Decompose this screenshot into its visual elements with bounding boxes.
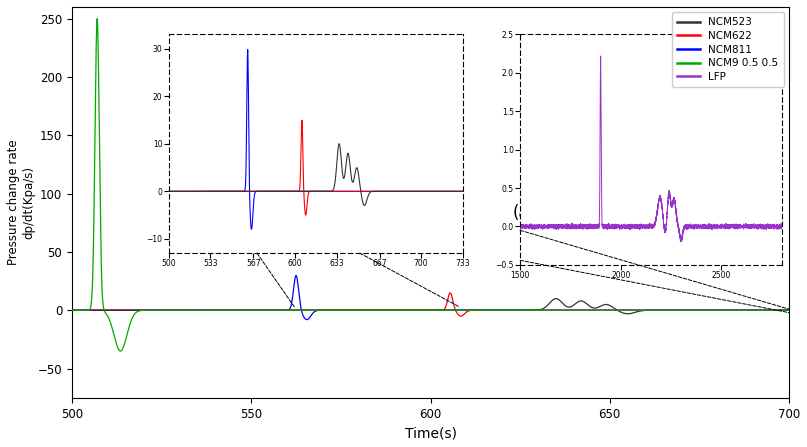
Y-axis label: Pressure change rate
dp/dt(Kpa/s): Pressure change rate dp/dt(Kpa/s) [7, 139, 35, 265]
X-axis label: Time(s): Time(s) [404, 426, 457, 440]
Legend: NCM523, NCM622, NCM811, NCM9 0.5 0.5, LFP: NCM523, NCM622, NCM811, NCM9 0.5 0.5, LF… [672, 12, 784, 87]
Text: (a): (a) [513, 204, 536, 222]
